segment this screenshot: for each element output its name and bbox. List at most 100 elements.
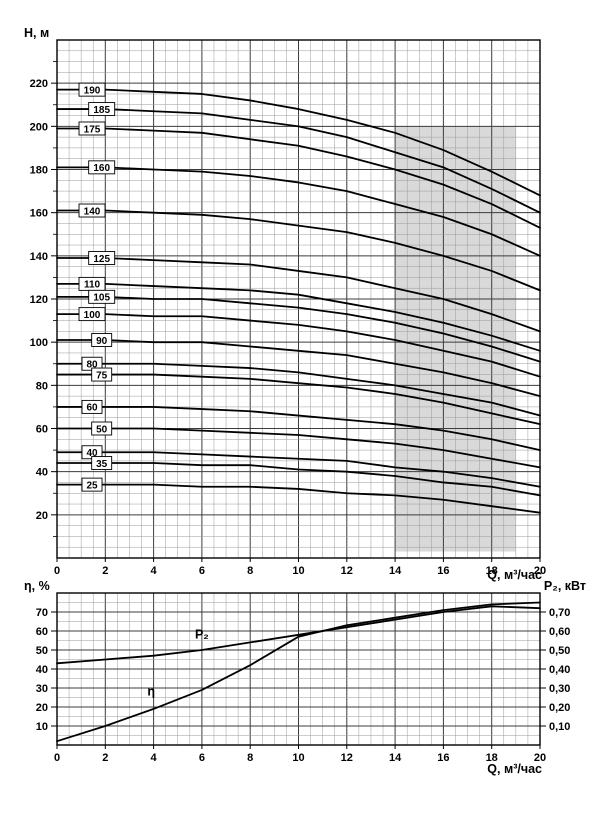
curve-label-box-90 [91,333,113,347]
h-axis-tick-label: 220 [30,78,48,90]
q-axis-tick-label: 6 [199,565,205,577]
efficiency-axis-title: η, % [24,579,50,593]
power-axis-title: P₂, кВт [543,579,586,593]
curve-label-60: 60 [86,403,98,414]
h-axis-tick-label: 20 [36,510,48,522]
curve-75 [56,373,541,426]
h-axis-tick-label: 200 [30,121,48,133]
eta-axis-tick-label: 30 [36,683,48,695]
curve-140 [56,209,541,292]
h-axis-tick-label: 100 [30,337,48,349]
curve-label-box-100 [78,307,106,322]
curve-label-box-140 [78,203,106,218]
p2-axis-tick-label: 0,30 [549,683,570,695]
curve-label-box-25 [81,477,103,492]
curve-185 [56,108,541,214]
curve-label-105: 105 [93,293,110,304]
curve-label-box-75 [91,367,113,382]
curve-160 [56,166,541,257]
p2-axis-tick-label: 0,50 [549,645,570,657]
curve-label-box-160 [88,160,116,175]
q-axis-tick-label: 2 [102,565,108,577]
curve-label-40: 40 [86,448,98,459]
curve-label-box-190 [78,82,106,97]
curve-80 [56,362,541,417]
q-axis-tick-label: 18 [486,565,498,577]
q-axis-tick-label: 16 [437,565,449,577]
eta-axis-tick-label: 60 [36,626,48,638]
q-axis-tick-label-bottom: 8 [247,752,253,764]
flow-axis-title-bottom: Q, м³/час [487,762,542,776]
curve-label-35: 35 [96,459,108,470]
curve-label-125: 125 [93,254,110,265]
q-axis-tick-label: 8 [247,565,253,577]
curve-label-box-60 [81,399,103,414]
curve-label-25: 25 [86,480,98,491]
curve-label-box-50 [91,421,113,436]
curve-label-185: 185 [93,105,110,116]
q-axis-tick-label-bottom: 20 [534,752,546,764]
curve-label-box-35 [91,456,113,470]
curve-label-140: 140 [84,206,101,217]
p2-axis-tick-label: 0,70 [549,607,570,619]
q-axis-tick-label-bottom: 4 [151,752,158,764]
q-axis-tick-label-bottom: 18 [486,752,498,764]
h-axis-tick-label: 40 [36,467,48,479]
q-axis-tick-label-bottom: 14 [389,752,402,764]
curve-50 [56,427,541,469]
h-axis-tick-label: 160 [30,208,48,220]
curve-label-160: 160 [93,163,110,174]
efficiency-power-chart: 102030405060700,100,200,300,400,500,600,… [36,592,570,764]
q-axis-tick-label: 14 [389,565,402,577]
eta-axis-tick-label: 10 [36,721,48,733]
eta-axis-tick-label: 50 [36,645,48,657]
q-axis-tick-label-bottom: 6 [199,752,205,764]
curve-p2 [56,605,541,665]
curve-25 [56,483,541,514]
curve-label-50: 50 [96,424,108,435]
curve-label-190: 190 [84,85,101,96]
p2-axis-tick-label: 0,10 [549,721,570,733]
curve-label-90: 90 [96,336,108,347]
q-axis-tick-label-bottom: 0 [54,752,60,764]
curve-label-box-175 [78,121,106,136]
q-axis-tick-label: 12 [341,565,353,577]
head-axis-title: Н, м [24,26,50,40]
curve-35 [56,462,541,497]
p2-axis-tick-label: 0,20 [549,702,570,714]
curve-175 [56,127,541,229]
q-axis-tick-label-bottom: 10 [292,752,304,764]
curve-label-110: 110 [84,280,101,291]
curve-label-80: 80 [86,360,98,371]
curve-label-175: 175 [84,124,101,135]
q-axis-tick-label-bottom: 2 [102,752,108,764]
q-axis-tick-label: 4 [151,565,158,577]
q-axis-tick-label: 10 [292,565,304,577]
flow-axis-title-top: Q, м³/час [487,568,542,582]
curve-label-box-185 [88,102,116,117]
eta-axis-tick-label: 20 [36,702,48,714]
q-axis-tick-label: 0 [54,565,60,577]
curve-label-box-105 [88,289,116,304]
curve-40 [56,451,541,488]
curve-125 [56,257,541,333]
eta-axis-tick-label: 70 [36,607,48,619]
annotation-eta: η [147,685,155,699]
q-axis-tick-label-bottom: 16 [437,752,449,764]
curve-label-75: 75 [96,370,108,381]
h-axis-tick-label: 60 [36,424,48,436]
h-axis-tick-label: 80 [36,380,48,392]
h-axis-tick-label: 180 [30,165,48,177]
p2-axis-tick-label: 0,60 [549,626,570,638]
curve-190 [56,88,541,197]
curve-90 [56,339,541,398]
curve-label-box-125 [88,251,116,265]
p2-axis-tick-label: 0,40 [549,664,570,676]
h-axis-tick-label: 140 [30,251,48,263]
curve-110 [56,282,541,352]
h-axis-tick-label: 120 [30,294,48,306]
q-axis-tick-label: 20 [534,565,546,577]
curve-eta [56,601,541,743]
